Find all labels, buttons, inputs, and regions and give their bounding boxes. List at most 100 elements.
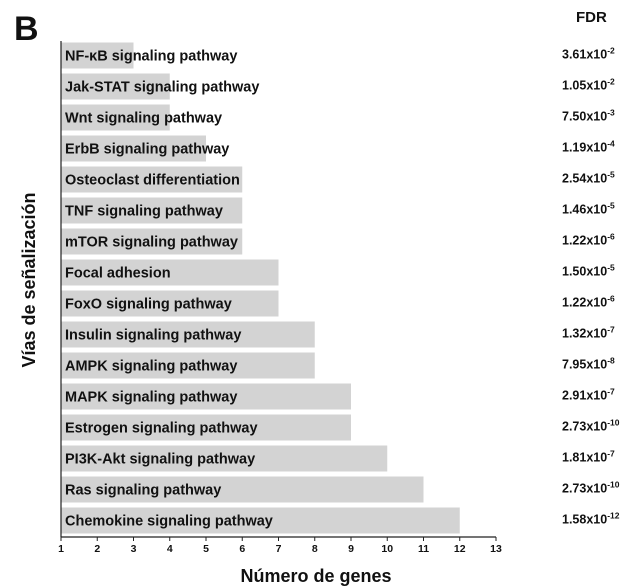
fdr-mantissa: 1.81x10 <box>562 451 607 465</box>
bar <box>61 166 243 193</box>
panel-label: B <box>14 10 39 48</box>
bar <box>61 135 206 162</box>
x-tick-label: 1 <box>58 543 64 555</box>
fdr-mantissa: 1.50x10 <box>562 265 607 279</box>
fdr-exponent: -12 <box>607 511 620 521</box>
bar <box>61 42 134 69</box>
y-axis-title: Vías de señalización <box>19 192 39 367</box>
fdr-value: 1.22x10-6 <box>562 294 615 310</box>
fdr-value: 1.32x10-7 <box>562 325 615 341</box>
fdr-value: 1.05x10-2 <box>562 77 615 93</box>
fdr-mantissa: 2.73x10 <box>562 420 607 434</box>
bar <box>61 259 279 286</box>
bar-label: ErbB signaling pathway <box>65 142 229 158</box>
fdr-mantissa: 1.22x10 <box>562 296 607 310</box>
fdr-value: 1.58x10-12 <box>562 511 620 527</box>
fdr-mantissa: 1.32x10 <box>562 327 607 341</box>
bar <box>61 197 243 224</box>
x-tick-label: 9 <box>348 543 354 555</box>
bar-label: PI3K-Akt signaling pathway <box>65 452 255 468</box>
x-tick-label: 3 <box>131 543 137 555</box>
bars-group: NF-κB signaling pathway 3.61x10-2Jak-STAT… <box>61 42 620 534</box>
bar-label: TNF signaling pathway <box>65 204 223 220</box>
x-tick-label: 10 <box>381 543 393 555</box>
fdr-mantissa: 1.19x10 <box>562 141 607 155</box>
fdr-value: 1.50x10-5 <box>562 263 615 279</box>
fdr-value: 2.73x10-10 <box>562 480 620 496</box>
bar <box>61 383 351 410</box>
bar <box>61 476 424 503</box>
fdr-value: 3.61x10-2 <box>562 46 615 62</box>
fdr-value: 7.95x10-8 <box>562 356 615 372</box>
bar <box>61 73 170 100</box>
bar-label: Wnt signaling pathway <box>65 111 222 127</box>
x-tick-label: 4 <box>167 543 173 555</box>
bar-label: AMPK signaling pathway <box>65 359 237 375</box>
fdr-exponent: -2 <box>607 46 615 56</box>
fdr-mantissa: 1.46x10 <box>562 203 607 217</box>
bar <box>61 507 460 534</box>
fdr-value: 1.81x10-7 <box>562 449 615 465</box>
fdr-value: 7.50x10-3 <box>562 108 615 124</box>
x-tick-label: 6 <box>239 543 245 555</box>
x-tick-label: 7 <box>276 543 282 555</box>
x-tick-label: 8 <box>312 543 318 555</box>
fdr-mantissa: 1.58x10 <box>562 513 607 527</box>
fdr-exponent: -5 <box>607 263 615 273</box>
fdr-exponent: -7 <box>607 449 615 459</box>
bar-label: Ras signaling pathway <box>65 483 221 499</box>
x-tick-label: 2 <box>94 543 100 555</box>
fdr-exponent: -2 <box>607 77 615 87</box>
fdr-mantissa: 1.22x10 <box>562 234 607 248</box>
fdr-exponent: -6 <box>607 232 615 242</box>
bar <box>61 414 351 441</box>
fdr-exponent: -6 <box>607 294 615 304</box>
bar-label: Chemokine signaling pathway <box>65 514 273 530</box>
fdr-mantissa: 2.73x10 <box>562 482 607 496</box>
x-axis: 1 2 3 4 5 6 7 8 9 10 11 12 13 <box>58 41 502 555</box>
x-tick-label: 5 <box>203 543 209 555</box>
fdr-exponent: -8 <box>607 356 615 366</box>
fdr-mantissa: 7.50x10 <box>562 110 607 124</box>
fdr-value: 2.54x10-5 <box>562 170 615 186</box>
bar <box>61 352 315 379</box>
bar-label: MAPK signaling pathway <box>65 390 237 406</box>
fdr-exponent: -10 <box>607 418 620 428</box>
fdr-value: 2.73x10-10 <box>562 418 620 434</box>
fdr-exponent: -5 <box>607 201 615 211</box>
fdr-value: 1.22x10-6 <box>562 232 615 248</box>
fdr-mantissa: 2.54x10 <box>562 172 607 186</box>
fdr-mantissa: 7.95x10 <box>562 358 607 372</box>
bar-label: mTOR signaling pathway <box>65 235 238 251</box>
bar-label: Jak-STAT signaling pathway <box>65 80 259 96</box>
bar <box>61 104 170 131</box>
x-tick-label: 12 <box>454 543 466 555</box>
fdr-exponent: -3 <box>607 108 615 118</box>
x-tick-label: 11 <box>418 543 429 555</box>
fdr-value: 1.19x10-4 <box>562 139 615 155</box>
fdr-mantissa: 2.91x10 <box>562 389 607 403</box>
fdr-exponent: -7 <box>607 325 615 335</box>
fdr-exponent: -5 <box>607 170 615 180</box>
fdr-exponent: -10 <box>607 480 620 490</box>
fdr-value: 2.91x10-7 <box>562 387 615 403</box>
bar-label: Insulin signaling pathway <box>65 328 241 344</box>
fdr-mantissa: 1.05x10 <box>562 79 607 93</box>
bar-label: NF-κB signaling pathway <box>65 49 237 65</box>
fdr-mantissa: 3.61x10 <box>562 48 607 62</box>
bar-label: FoxO signaling pathway <box>65 297 232 313</box>
bar <box>61 321 315 348</box>
bar-label: Osteoclast differentiation <box>65 173 240 189</box>
x-tick-label: 13 <box>490 543 502 555</box>
bar-label: Estrogen signaling pathway <box>65 421 258 437</box>
bar <box>61 228 243 255</box>
bar-label: Focal adhesion <box>65 266 171 282</box>
fdr-exponent: -4 <box>607 139 615 149</box>
bar <box>61 445 388 472</box>
bar <box>61 290 279 317</box>
fdr-exponent: -7 <box>607 387 615 397</box>
fdr-value: 1.46x10-5 <box>562 201 615 217</box>
x-axis-title: Número de genes <box>240 566 391 586</box>
fdr-header: FDR <box>576 9 607 26</box>
